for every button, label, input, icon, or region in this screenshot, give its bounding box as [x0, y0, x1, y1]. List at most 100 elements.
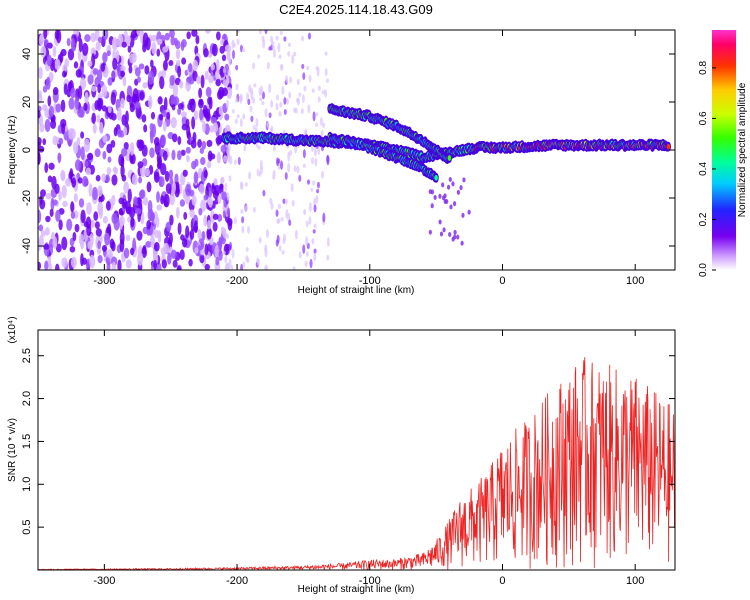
spectrogram-blob	[434, 174, 438, 181]
spectrogram-blob	[311, 238, 315, 245]
spectrogram-blob	[260, 85, 264, 96]
spectrogram-blob	[105, 200, 111, 211]
spectrogram-blob	[280, 216, 284, 222]
spectrogram-blob	[81, 175, 89, 188]
snr-series-line	[38, 357, 675, 570]
spectrogram-blob	[84, 91, 89, 105]
spectrogram-blob	[253, 83, 257, 88]
spectrogram-ylabel: Frequency (Hz)	[7, 116, 18, 185]
spectrogram-blob	[234, 98, 238, 103]
y-tick-label: -20	[21, 190, 33, 206]
spectrogram-blob	[160, 134, 167, 147]
spectrogram-blob	[239, 95, 243, 104]
colorbar-tick-label: 0.0	[698, 263, 709, 277]
spectrogram-blob	[159, 176, 165, 188]
colorbar-gradient	[712, 30, 736, 270]
spectrogram-blob	[95, 174, 101, 182]
spectrogram-blob	[149, 147, 155, 159]
spectrogram-blob	[158, 114, 164, 121]
spectrogram-blob	[52, 236, 58, 249]
spectrogram-blob	[84, 138, 91, 153]
spectrogram-blob	[142, 196, 149, 206]
spectrogram-blob	[313, 252, 317, 262]
spectrogram-blob	[265, 229, 269, 239]
y-tick-label: 20	[21, 96, 33, 108]
spectrogram-blob	[235, 64, 239, 71]
spectrogram-blob	[456, 234, 460, 240]
y-tick-label: 0.5	[21, 519, 33, 534]
spectrogram-blob	[305, 220, 309, 228]
spectrogram-blob	[118, 197, 125, 205]
spectrogram-blob	[245, 255, 249, 262]
colorbar-tick-label: 0.2	[698, 212, 709, 226]
spectrogram-blob	[285, 209, 289, 219]
spectrogram-blob	[239, 118, 243, 128]
spectrogram-blob	[430, 203, 434, 209]
spectrogram-blob	[166, 111, 171, 120]
spectrogram-blob	[321, 170, 325, 179]
spectrogram-blob	[40, 189, 46, 198]
spectrogram-blob	[96, 114, 101, 123]
spectrogram-blob	[54, 263, 60, 270]
spectrogram-blob	[196, 75, 201, 85]
spectrogram-blob	[291, 199, 295, 207]
y-tick-label: 2.0	[21, 391, 33, 406]
spectrogram-blob	[163, 242, 170, 254]
spectrogram-blob	[302, 149, 306, 159]
spectrogram-blob	[121, 174, 127, 182]
spectrogram-blob	[303, 208, 307, 216]
spectrogram-blob	[313, 223, 317, 229]
spectrogram-blob	[272, 145, 276, 152]
spectrogram-blob	[151, 41, 157, 55]
spectrogram-blob	[186, 31, 191, 40]
spectrogram-blob	[224, 182, 228, 192]
spectrogram-blob	[203, 214, 208, 227]
spectrogram-blob	[161, 259, 167, 269]
spectrogram-blob	[293, 51, 297, 57]
spectrogram-blob	[58, 137, 64, 145]
spectrogram-blob	[40, 230, 46, 237]
spectrogram-blob	[289, 149, 293, 156]
spectrogram-blob	[316, 189, 320, 194]
colorbar-label: Normalized spectral amplitude	[737, 82, 748, 217]
spectrogram-blob	[43, 243, 50, 250]
spectrogram-blob	[134, 67, 141, 77]
x-tick-label: -300	[93, 275, 115, 287]
spectrogram-blob	[52, 87, 59, 96]
spectrogram-blob	[132, 88, 139, 102]
y-tick-label: 40	[21, 48, 33, 60]
spectrogram-blob	[261, 100, 265, 106]
spectrogram-blob	[123, 247, 130, 259]
spectrogram-blob	[264, 30, 268, 35]
spectrogram-blob	[227, 219, 233, 231]
spectrogram-blob	[228, 241, 232, 250]
spectrogram-blob	[326, 237, 330, 247]
spectrogram-blob	[149, 211, 155, 222]
spectrogram-blob	[322, 212, 326, 223]
colorbar: 0.0 0.2 0.4 0.6 0.8 Normalized spectral ampl…	[698, 30, 748, 277]
spectrogram-blob	[188, 258, 193, 267]
spectrogram-blob	[279, 30, 283, 36]
spectrogram-blob	[255, 118, 259, 128]
spectrogram-blob	[45, 215, 51, 223]
spectrogram-blob	[248, 171, 252, 180]
spectrogram-blob	[290, 183, 294, 192]
spectrogram-blob	[242, 261, 246, 268]
spectrogram-blob	[146, 181, 152, 193]
spectrogram-blob	[97, 185, 103, 197]
spectrogram-blob	[284, 172, 288, 180]
spectrogram-blob	[234, 118, 238, 124]
spectrogram-blob	[44, 226, 50, 236]
spectrogram-blob	[117, 106, 122, 121]
spectrogram-blob	[201, 120, 206, 133]
spectrogram-blob	[240, 209, 244, 214]
spectrogram-blob	[94, 148, 101, 158]
y-tick-label: 2.5	[21, 348, 33, 363]
spectrogram-blob	[48, 263, 53, 270]
spectrogram-blob	[266, 121, 270, 128]
spectrogram-blob	[207, 96, 212, 105]
spectrogram-blob	[107, 77, 113, 86]
spectrogram-blob	[48, 105, 55, 118]
spectrogram-blob	[55, 243, 62, 253]
spectrogram-blob	[188, 78, 195, 85]
